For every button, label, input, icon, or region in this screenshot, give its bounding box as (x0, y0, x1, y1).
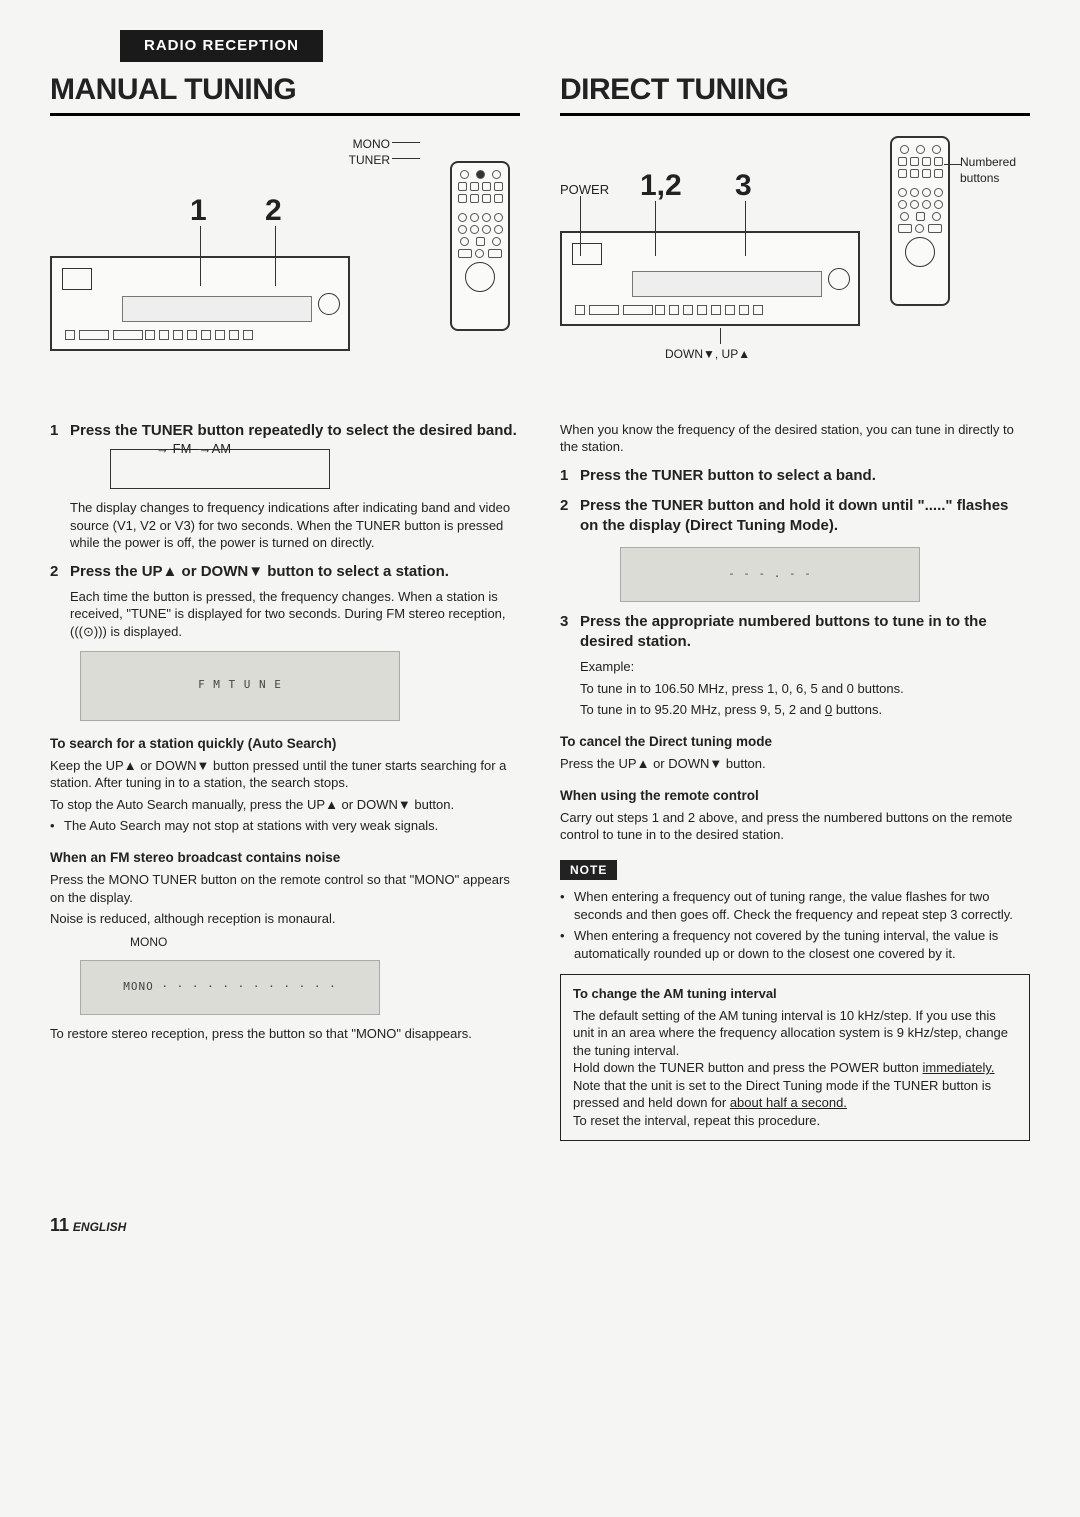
step-text: Press the TUNER button to select a band. (580, 466, 1030, 486)
remote-para: Carry out steps 1 and 2 above, and press… (560, 809, 1030, 844)
step-text: Press the UP▲ or DOWN▼ button to select … (70, 562, 520, 582)
fm-am-cycle: → FM ——→ AM (110, 449, 330, 489)
direct-diagram: POWER 1,2 3 Numbered buttons (560, 136, 1030, 396)
step-ref-3: 3 (735, 166, 752, 207)
note-bullet-2: When entering a frequency not covered by… (560, 927, 1030, 962)
direct-step-3: 3 Press the appropriate numbered buttons… (560, 612, 1030, 653)
tune-display: F M T U N E (80, 651, 400, 721)
step-ref-2: 2 (265, 191, 282, 232)
tuner-label: TUNER (349, 152, 390, 168)
example-2: To tune in to 95.20 MHz, press 9, 5, 2 a… (580, 701, 1030, 719)
am-box-p2: Hold down the TUNER button and press the… (573, 1059, 1017, 1112)
example-label: Example: (580, 658, 1030, 676)
restore-para: To restore stereo reception, press the b… (50, 1025, 520, 1043)
note-bullet-1: When entering a frequency out of tuning … (560, 888, 1030, 923)
step-text: Press the TUNER button and hold it down … (580, 496, 1030, 537)
fm-noise-p2: Noise is reduced, although reception is … (50, 910, 520, 928)
manual-title: MANUAL TUNING (50, 70, 520, 116)
note-badge: NOTE (560, 860, 617, 880)
down-up-label: DOWN▼, UP▲ (665, 346, 750, 362)
step-num: 2 (560, 496, 580, 537)
step2-para: Each time the button is pressed, the fre… (70, 588, 520, 641)
fm-noise-heading: When an FM stereo broadcast contains noi… (50, 849, 520, 867)
remote-illustration (450, 161, 510, 331)
am-box-title: To change the AM tuning interval (573, 985, 1017, 1003)
mono-display: MONO · · · · · · · · · · · · (80, 960, 380, 1015)
step-ref-12: 1,2 (640, 166, 682, 207)
direct-step-1: 1 Press the TUNER button to select a ban… (560, 466, 1030, 486)
manual-step-1: 1 Press the TUNER button repeatedly to s… (50, 421, 520, 441)
manual-diagram: MONO TUNER 1 2 (50, 136, 520, 396)
step1-para: The display changes to frequency indicat… (70, 499, 520, 552)
step-num: 1 (50, 421, 70, 441)
direct-intro: When you know the frequency of the desir… (560, 421, 1030, 456)
am-box-p3: To reset the interval, repeat this proce… (573, 1112, 1017, 1130)
auto-search-heading: To search for a station quickly (Auto Se… (50, 735, 520, 753)
mono-display-label: MONO (130, 934, 520, 950)
remote-illustration (890, 136, 950, 306)
remote-heading: When using the remote control (560, 787, 1030, 805)
am-interval-box: To change the AM tuning interval The def… (560, 974, 1030, 1140)
fm-noise-p1: Press the MONO TUNER button on the remot… (50, 871, 520, 906)
fm-label: → FM ——→ AM (156, 440, 212, 458)
step-text: Press the appropriate numbered buttons t… (580, 612, 1030, 653)
direct-mode-display: - - - . - - (620, 547, 920, 602)
step-num: 3 (560, 612, 580, 653)
direct-tuning-column: DIRECT TUNING POWER 1,2 3 Numbered butto… (560, 70, 1030, 1152)
section-tab: RADIO RECEPTION (120, 30, 323, 62)
mono-label: MONO (353, 136, 390, 152)
step-num: 2 (50, 562, 70, 582)
manual-step-2: 2 Press the UP▲ or DOWN▼ button to selec… (50, 562, 520, 582)
direct-step-2: 2 Press the TUNER button and hold it dow… (560, 496, 1030, 537)
page-number: 11 (50, 1215, 69, 1235)
cancel-heading: To cancel the Direct tuning mode (560, 733, 1030, 751)
step-num: 1 (560, 466, 580, 486)
cancel-para: Press the UP▲ or DOWN▼ button. (560, 755, 1030, 773)
step-ref-1: 1 (190, 191, 207, 232)
power-label: POWER (560, 181, 609, 199)
auto-search-bullet: The Auto Search may not stop at stations… (50, 817, 520, 835)
numbered-buttons-label: Numbered buttons (960, 154, 1030, 186)
example-1: To tune in to 106.50 MHz, press 1, 0, 6,… (580, 680, 1030, 698)
step-text: Press the TUNER button repeatedly to sel… (70, 421, 520, 441)
manual-tuning-column: MANUAL TUNING MONO TUNER 1 2 (50, 70, 520, 1152)
page-footer: 11 ENGLISH (50, 1213, 1030, 1237)
page-lang: ENGLISH (73, 1220, 126, 1234)
direct-title: DIRECT TUNING (560, 70, 1030, 116)
auto-search-p2: To stop the Auto Search manually, press … (50, 796, 520, 814)
am-box-p1: The default setting of the AM tuning int… (573, 1007, 1017, 1060)
auto-search-p1: Keep the UP▲ or DOWN▼ button pressed unt… (50, 757, 520, 792)
receiver-illustration (560, 231, 860, 326)
